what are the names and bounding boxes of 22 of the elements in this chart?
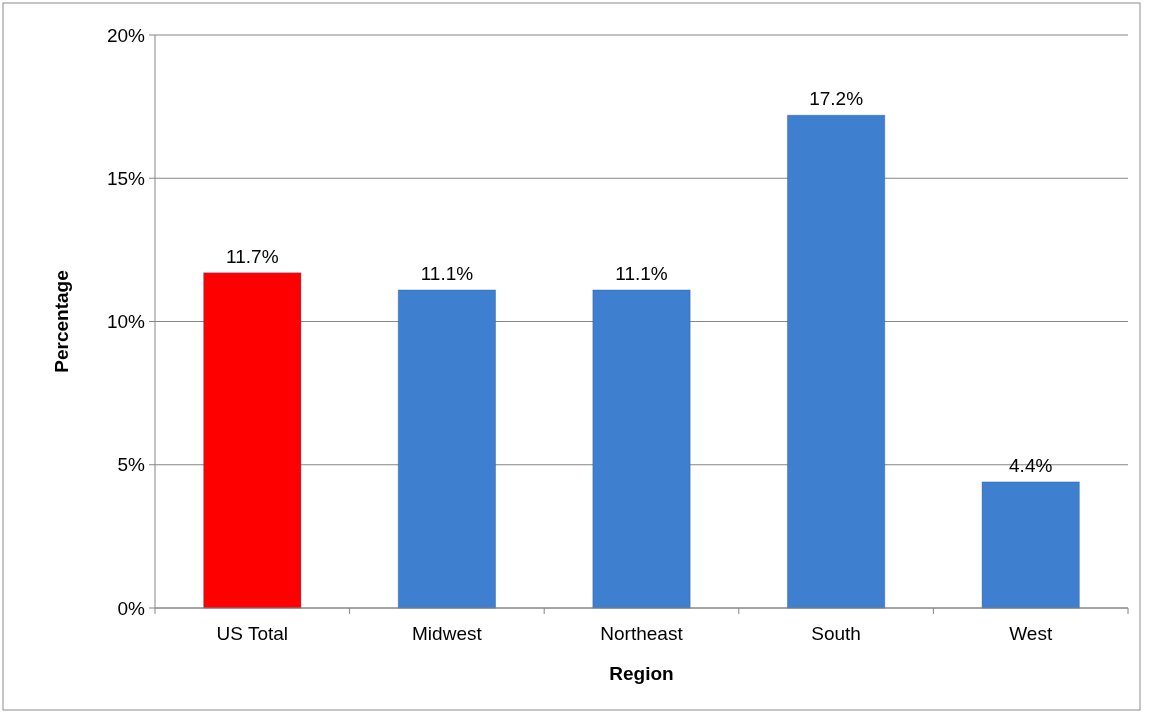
y-tick-label: 0% — [117, 597, 146, 619]
y-tick-label: 20% — [106, 24, 146, 46]
y-axis-title: Percentage — [51, 270, 72, 373]
data-label: 11.1% — [420, 262, 474, 284]
data-label: 4.4% — [1009, 454, 1053, 476]
bar — [786, 114, 886, 609]
y-tick-label: 10% — [106, 311, 146, 333]
data-label: 11.1% — [615, 262, 668, 284]
data-label: 11.7% — [226, 245, 279, 267]
y-tick-label: 5% — [117, 454, 146, 476]
x-tick-label: Midwest — [412, 623, 483, 644]
x-tick-label: US Total — [216, 623, 289, 644]
x-axis-title: Region — [609, 663, 674, 684]
bar — [592, 289, 691, 609]
bar — [981, 481, 1080, 609]
x-tick-label: Northeast — [600, 623, 684, 644]
x-tick-label: South — [811, 623, 861, 644]
bar — [203, 272, 302, 609]
x-tick-label: West — [1009, 623, 1053, 644]
bar — [397, 289, 497, 609]
y-tick-label: 15% — [106, 167, 146, 189]
data-label: 17.2% — [809, 88, 864, 110]
